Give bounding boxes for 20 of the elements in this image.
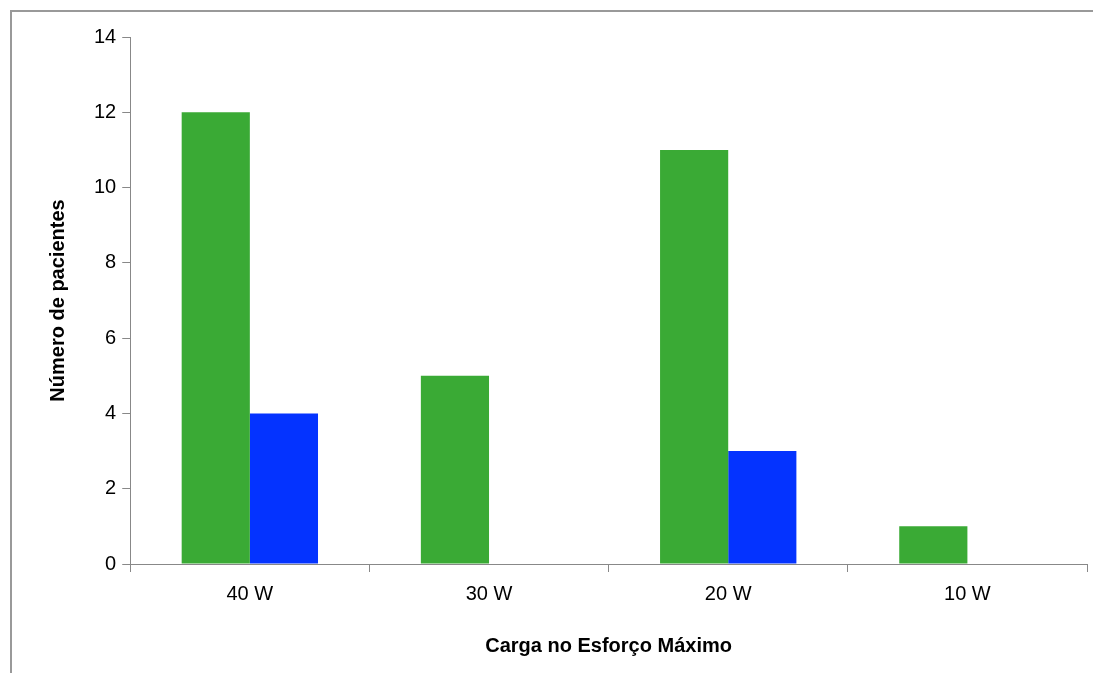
y-tick-label: 8 bbox=[105, 250, 117, 273]
y-axis-title: Número de pacientes bbox=[45, 199, 68, 402]
x-tick-label: 40 W bbox=[226, 581, 274, 604]
y-tick-label: 6 bbox=[105, 325, 117, 348]
y-tick-label: 12 bbox=[94, 99, 117, 122]
bar bbox=[660, 149, 729, 564]
bar bbox=[249, 413, 319, 564]
x-axis-title: Carga no Esforço Máximo bbox=[485, 633, 732, 656]
y-tick-label: 2 bbox=[105, 476, 117, 499]
y-tick-label: 4 bbox=[105, 400, 117, 423]
x-tick-label: 20 W bbox=[704, 581, 752, 604]
x-tick-label: 30 W bbox=[465, 581, 513, 604]
y-tick-label: 14 bbox=[94, 24, 117, 47]
y-tick-label: 0 bbox=[105, 551, 117, 574]
bar bbox=[899, 526, 968, 564]
bar bbox=[181, 112, 250, 564]
x-tick-label: 10 W bbox=[944, 581, 991, 604]
y-tick-label: 10 bbox=[94, 175, 117, 198]
bar bbox=[420, 375, 490, 564]
bar bbox=[728, 451, 797, 564]
